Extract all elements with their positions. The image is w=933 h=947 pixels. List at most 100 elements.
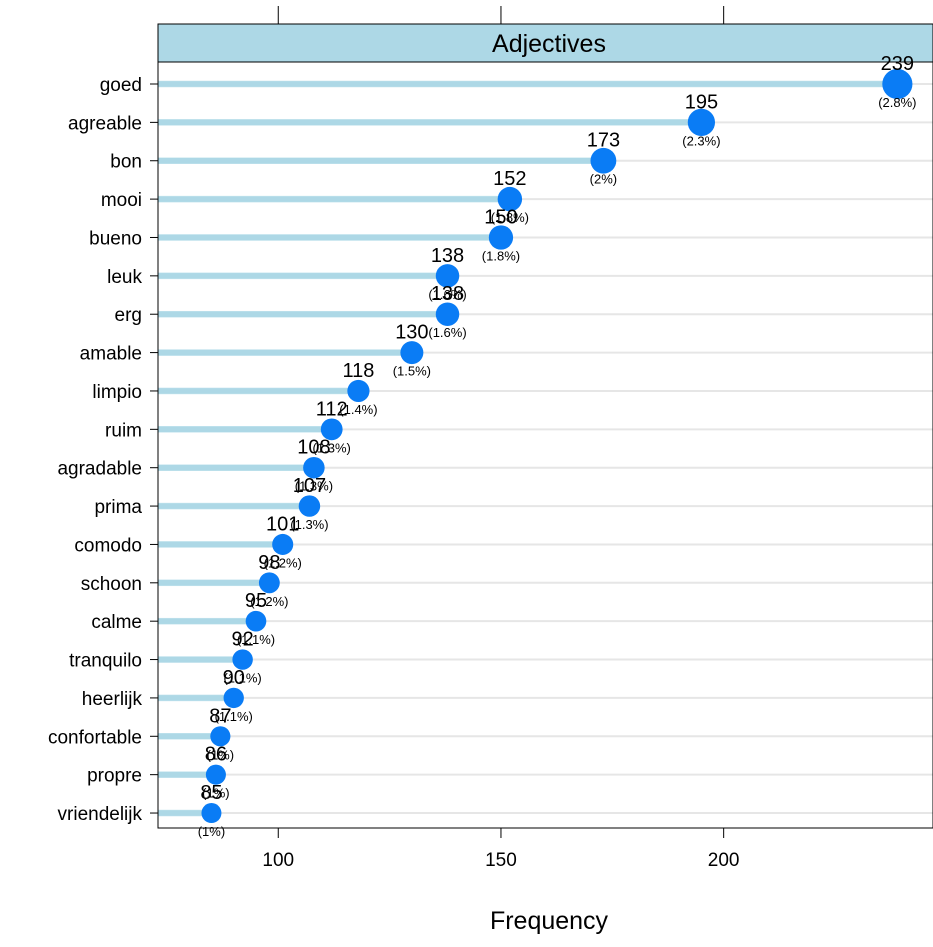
category-label: schoon — [81, 574, 142, 595]
bar-bueno — [157, 234, 502, 241]
point-heerlijk — [223, 687, 244, 709]
percent-label: (1.3%) — [295, 479, 333, 494]
bar-ruim — [157, 426, 332, 433]
percent-label: (1%) — [207, 747, 234, 762]
point-prima — [298, 495, 321, 517]
bar-tranquilo — [157, 656, 243, 663]
category-label: confortable — [48, 727, 142, 748]
value-label: 138 — [431, 245, 464, 267]
percent-label: (1.1%) — [237, 632, 275, 647]
category-label: prima — [94, 497, 142, 518]
bar-erg — [157, 310, 448, 318]
value-label: 101 — [266, 513, 299, 535]
point-goed — [882, 68, 913, 100]
bar-comodo — [157, 541, 283, 548]
bar-calme — [157, 617, 257, 625]
point-layer — [201, 68, 913, 824]
bar-bon — [157, 157, 604, 164]
strip-background — [157, 23, 933, 63]
point-limpio — [347, 379, 370, 403]
percent-label: (1.2%) — [264, 555, 302, 570]
value-label: 98 — [258, 552, 280, 574]
point-confortable — [210, 726, 231, 747]
value-label: 112 — [316, 398, 348, 420]
point-calme — [245, 610, 267, 632]
x-axis-label: Frequency — [490, 907, 609, 935]
percent-label: (1.1%) — [223, 671, 261, 686]
point-bueno — [488, 225, 514, 250]
percent-label: (1.3%) — [313, 440, 351, 455]
strip-header: Adjectives — [157, 23, 933, 63]
percent-label: (1.6%) — [428, 287, 466, 302]
percent-label: (1.6%) — [428, 325, 466, 340]
value-label: 195 — [685, 91, 718, 113]
category-label: bon — [110, 152, 142, 173]
value-label: 152 — [493, 168, 526, 190]
value-label: 108 — [297, 437, 330, 459]
point-tranquilo — [232, 649, 253, 670]
category-label: propre — [87, 766, 142, 787]
point-vriendelijk — [201, 803, 222, 824]
point-erg — [435, 302, 460, 326]
bar-agradable — [157, 464, 315, 471]
point-agreable — [687, 108, 716, 136]
value-label: 107 — [293, 475, 326, 497]
category-label: amable — [80, 344, 142, 365]
point-bon — [590, 147, 617, 174]
bar-amable — [157, 349, 413, 356]
bar-prima — [157, 502, 310, 510]
category-label: heerlijk — [82, 689, 143, 710]
category-label: tranquilo — [69, 651, 142, 672]
bar-heerlijk — [157, 694, 234, 702]
x-axis-ticks: 100 150 200 — [262, 6, 740, 871]
percent-label: (2.3%) — [682, 133, 720, 148]
point-amable — [400, 341, 424, 365]
value-label: 95 — [245, 590, 267, 612]
category-label: leuk — [107, 267, 142, 288]
value-label: 90 — [223, 667, 245, 689]
point-propre — [205, 764, 226, 785]
percent-label: (2.8%) — [878, 95, 916, 110]
category-label: agradable — [57, 459, 142, 480]
percent-label: (1.2%) — [250, 594, 288, 609]
value-label: 92 — [232, 629, 254, 651]
percent-label: (1.4%) — [339, 402, 377, 417]
percent-label: (1.8%) — [482, 248, 520, 263]
category-label: ruim — [105, 420, 142, 441]
category-label: limpio — [92, 382, 142, 403]
bar-layer — [157, 80, 898, 817]
x-tick-label: 150 — [485, 850, 517, 871]
value-label: 87 — [209, 705, 231, 727]
point-mooi — [497, 186, 523, 212]
label-layer: 239(2.8%)195(2.3%)173(2%)152(1.8%)150(1.… — [198, 53, 917, 839]
percent-label: (1%) — [202, 786, 229, 801]
point-comodo — [272, 533, 294, 555]
x-tick-label: 200 — [708, 850, 740, 871]
value-label: 86 — [205, 744, 227, 766]
value-label: 85 — [200, 782, 222, 804]
category-label: comodo — [74, 535, 142, 556]
point-leuk — [435, 264, 460, 288]
category-label: bueno — [89, 228, 142, 249]
category-label: agreable — [68, 113, 142, 134]
value-label: 118 — [342, 360, 374, 382]
grid-layer — [158, 83, 933, 815]
bar-goed — [157, 80, 898, 88]
category-labels: goed agreable bon mooi bueno leuk erg amable lim… — [48, 75, 158, 825]
bar-mooi — [157, 195, 511, 203]
value-label: 239 — [881, 53, 914, 75]
bar-schoon — [157, 579, 270, 587]
category-label: goed — [100, 75, 142, 96]
value-label: 150 — [484, 206, 517, 228]
category-label: calme — [91, 612, 142, 633]
category-label: vriendelijk — [58, 804, 143, 825]
value-label: 130 — [395, 322, 428, 344]
value-label: 173 — [587, 130, 620, 152]
value-label: 138 — [431, 283, 464, 305]
category-label: erg — [115, 305, 142, 326]
category-label: mooi — [101, 190, 142, 211]
percent-label: (2%) — [590, 172, 617, 187]
percent-label: (1.8%) — [491, 210, 529, 225]
point-schoon — [258, 572, 280, 594]
